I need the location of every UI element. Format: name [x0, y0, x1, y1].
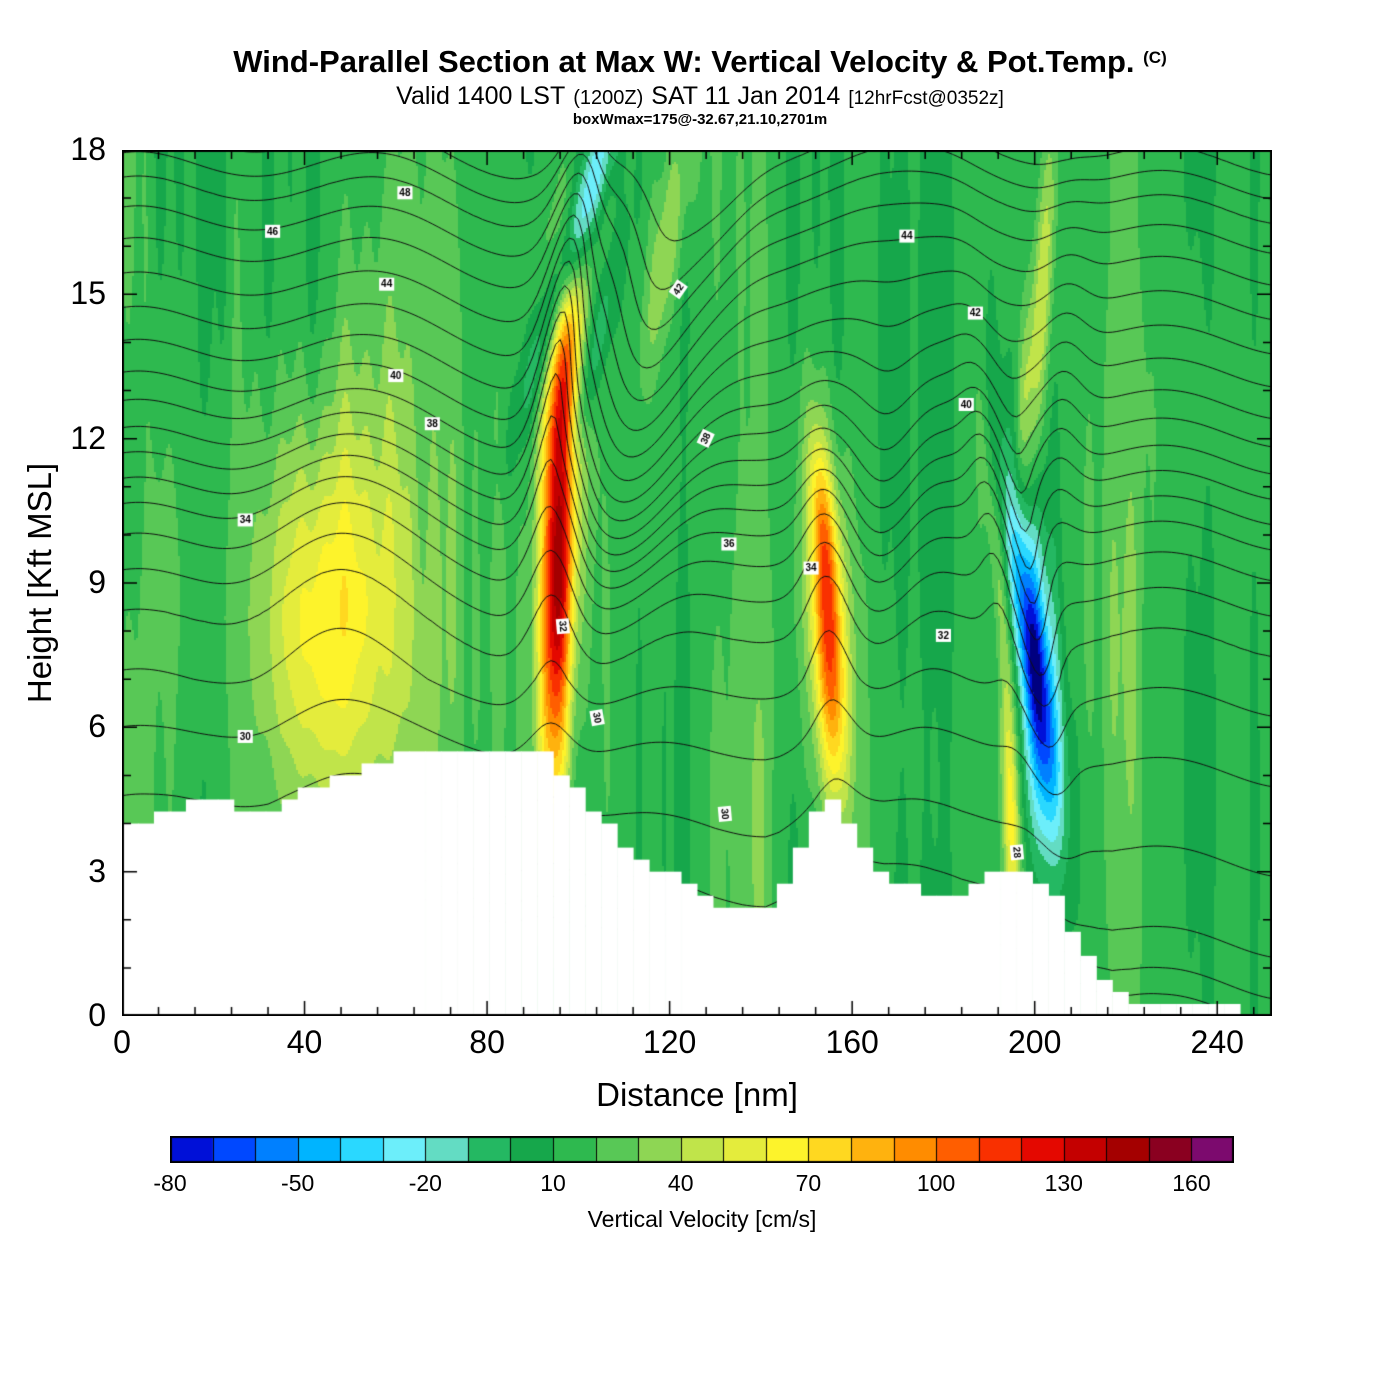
- valid-date: SAT 11 Jan 2014: [651, 82, 841, 110]
- y-tick-label: 0: [88, 997, 106, 1033]
- colorbar-tick-label: 70: [795, 1170, 822, 1196]
- figure-title-units: (C): [1143, 48, 1167, 67]
- colorbar-tick-label: -50: [281, 1170, 315, 1196]
- x-tick-label: 120: [642, 1024, 697, 1060]
- x-tick-label: 40: [286, 1024, 323, 1060]
- colorbar-tick-label: 160: [1172, 1170, 1211, 1196]
- y-tick-label: 6: [88, 708, 106, 745]
- x-tick-label: 160: [825, 1024, 879, 1060]
- colorbar-tick-label: 100: [916, 1170, 956, 1196]
- colorbar: [170, 1136, 1234, 1163]
- y-tick-label: 15: [70, 275, 106, 312]
- figure-title: Wind-Parallel Section at Max W: Vertical…: [0, 44, 1400, 80]
- colorbar-tick-label: 130: [1044, 1170, 1083, 1196]
- valid-time: Valid 1400 LST: [396, 82, 566, 110]
- x-axis-label: Distance [nm]: [596, 1076, 798, 1113]
- boxwmax-annotation: boxWmax=175@-32.67,21.10,2701m: [572, 111, 828, 128]
- colorbar-label: Vertical Velocity [cm/s]: [587, 1206, 817, 1232]
- colorbar-tick-label: -80: [153, 1170, 187, 1196]
- colorbar-tick-label: -20: [408, 1170, 442, 1196]
- x-tick-label: 240: [1190, 1024, 1244, 1060]
- y-tick-label: 3: [88, 852, 106, 889]
- figure-title-text: Wind-Parallel Section at Max W: Vertical…: [233, 44, 1135, 79]
- y-tick-label: 18: [70, 131, 106, 167]
- cross-section-canvas: [122, 150, 1272, 1016]
- colorbar-tick-label: 10: [540, 1170, 566, 1196]
- y-tick-label: 9: [88, 564, 106, 600]
- colorbar-tick-label: 40: [667, 1170, 694, 1196]
- title-block: Wind-Parallel Section at Max W: Vertical…: [0, 44, 1400, 128]
- x-tick-label: 80: [469, 1024, 505, 1060]
- y-tick-label: 12: [70, 419, 106, 456]
- figure-subtitle: Valid 1400 LST (1200Z) SAT 11 Jan 2014 [12h…: [0, 82, 1400, 111]
- valid-utc: (1200Z): [573, 87, 644, 109]
- x-tick-label: 0: [113, 1024, 131, 1060]
- forecast-info: [12hrFcst@0352z]: [848, 88, 1004, 109]
- x-tick-label: 200: [1007, 1024, 1062, 1060]
